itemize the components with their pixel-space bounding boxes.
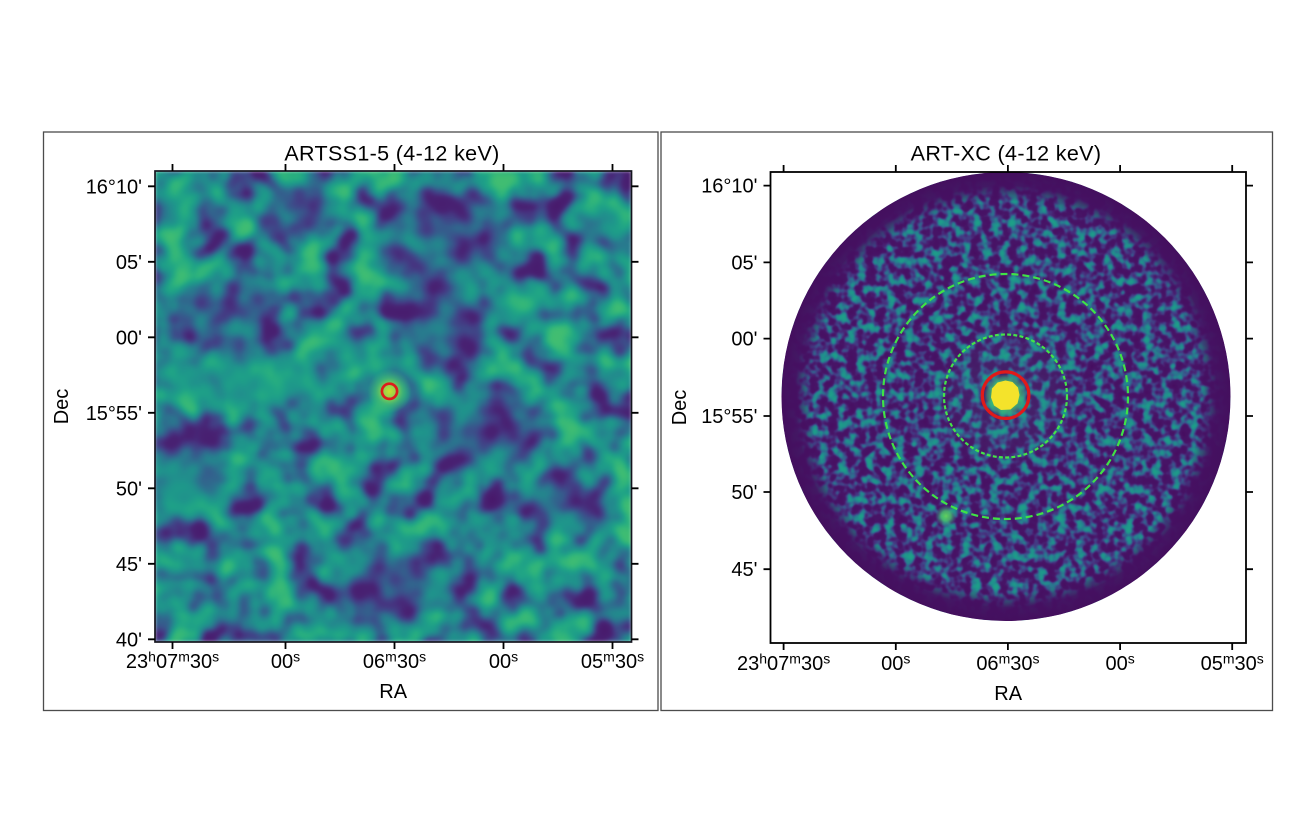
svg-text:06m30s: 06m30s [976,651,1039,676]
svg-text:40': 40' [116,629,142,651]
svg-text:Dec: Dec [669,390,691,426]
svg-text:16°10': 16°10' [86,176,142,198]
svg-text:00s: 00s [1105,651,1134,676]
svg-text:15°55': 15°55' [701,406,757,428]
svg-text:RA: RA [379,681,407,703]
svg-text:00s: 00s [489,649,518,674]
svg-text:05': 05' [731,252,757,274]
svg-text:ART-XC (4-12 keV): ART-XC (4-12 keV) [911,142,1102,166]
svg-text:ARTSS1-5 (4-12 keV): ARTSS1-5 (4-12 keV) [284,142,499,166]
svg-text:Dec: Dec [51,389,73,425]
svg-text:50': 50' [116,478,142,500]
svg-text:05': 05' [116,252,142,274]
svg-text:05m30s: 05m30s [581,649,644,674]
svg-text:00s: 00s [881,651,910,676]
svg-text:00': 00' [731,329,757,351]
svg-text:23h07m30s: 23h07m30s [737,651,830,676]
svg-text:05m30s: 05m30s [1201,651,1264,676]
svg-text:16°10': 16°10' [701,176,757,198]
svg-text:RA: RA [994,683,1022,705]
svg-text:50': 50' [731,482,757,504]
svg-text:23h07m30s: 23h07m30s [126,649,219,674]
svg-text:00': 00' [116,327,142,349]
svg-text:45': 45' [731,559,757,581]
svg-text:06m30s: 06m30s [363,649,426,674]
svg-text:45': 45' [116,554,142,576]
svg-text:00s: 00s [271,649,300,674]
svg-text:15°55': 15°55' [86,403,142,425]
